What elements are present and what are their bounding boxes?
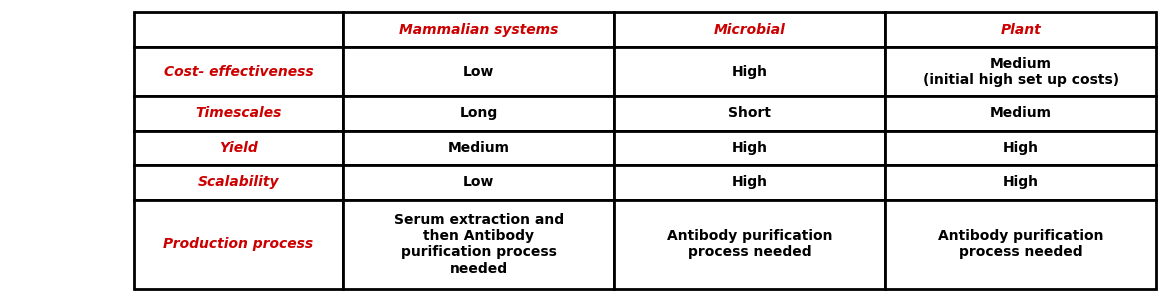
Bar [885,12,1156,48]
Bar [343,12,615,48]
Text: Microbial: Microbial [713,23,786,37]
Text: Antibody purification
process needed: Antibody purification process needed [667,229,832,259]
Bar [885,131,1156,165]
Bar [134,165,343,200]
Bar [343,165,615,200]
Bar [343,131,615,165]
Text: Scalability: Scalability [198,175,279,190]
Text: Medium: Medium [990,106,1052,120]
Bar [615,12,885,48]
Text: Timescales: Timescales [195,106,281,120]
Text: Plant: Plant [1000,23,1041,37]
Bar [885,165,1156,200]
Bar [885,200,1156,289]
Bar [134,131,343,165]
Bar [615,131,885,165]
Text: Cost- effectiveness: Cost- effectiveness [164,65,314,79]
Bar [615,96,885,131]
Text: High: High [732,175,768,190]
Bar [615,165,885,200]
Text: High: High [732,65,768,79]
Text: Short: Short [729,106,772,120]
Text: High: High [1003,141,1039,155]
Bar [885,48,1156,96]
Text: Yield: Yield [220,141,258,155]
Text: Long: Long [460,106,497,120]
Bar [134,200,343,289]
Text: Mammalian systems: Mammalian systems [399,23,559,37]
Bar [134,96,343,131]
Bar [343,96,615,131]
Text: Low: Low [462,65,495,79]
Bar [134,12,343,48]
Text: Production process: Production process [164,237,314,251]
Bar [885,96,1156,131]
Text: Serum extraction and
then Antibody
purification process
needed: Serum extraction and then Antibody purif… [394,213,564,276]
Bar [615,48,885,96]
Text: Medium: Medium [447,141,510,155]
Text: High: High [1003,175,1039,190]
Bar [343,200,615,289]
Bar [615,200,885,289]
Bar [134,48,343,96]
Text: Low: Low [462,175,495,190]
Text: Medium
(initial high set up costs): Medium (initial high set up costs) [923,57,1119,87]
Text: Antibody purification
process needed: Antibody purification process needed [938,229,1104,259]
Text: High: High [732,141,768,155]
Bar [343,48,615,96]
